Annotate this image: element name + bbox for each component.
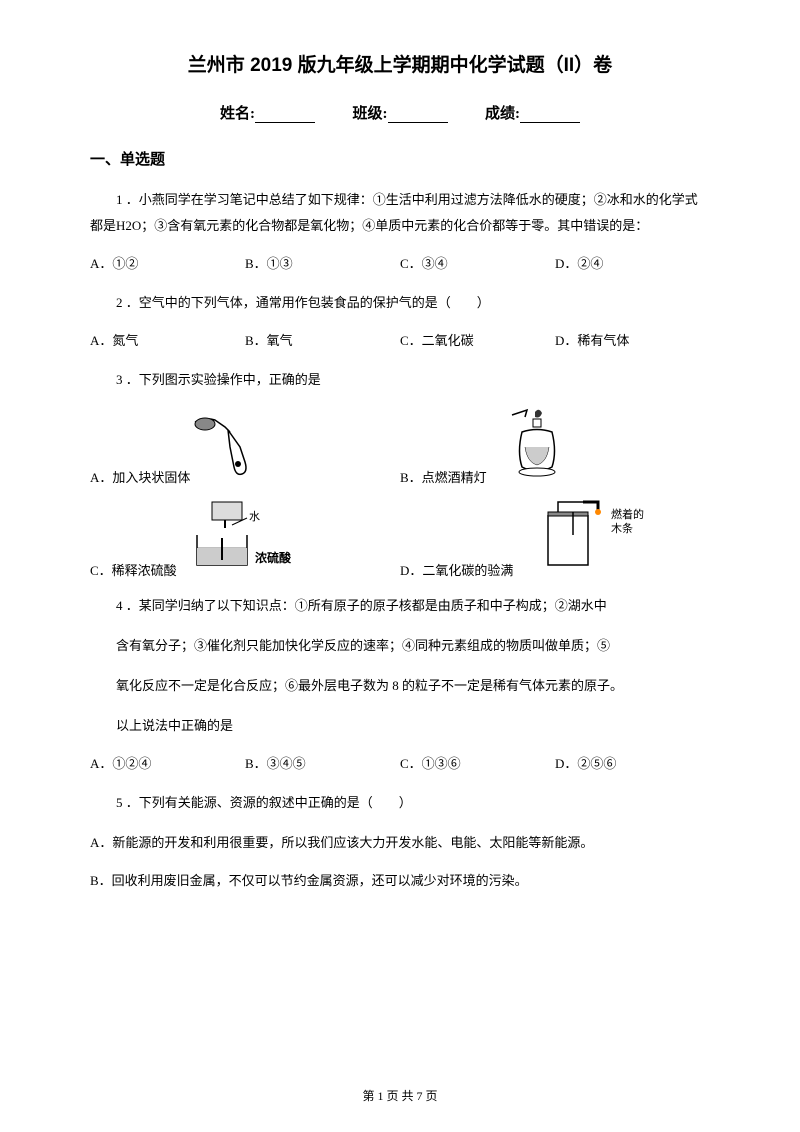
q4-opt-b: B．③④⑤ <box>245 753 400 772</box>
q3-opt-c: C．稀释浓硫酸 水 浓硫酸 <box>90 500 400 579</box>
sulfuric-label: 浓硫酸 <box>255 550 292 565</box>
dilute-acid-icon: 水 浓硫酸 <box>177 500 307 579</box>
page-footer: 第 1 页 共 7 页 <box>0 1087 800 1104</box>
q1-opt-b: B．①③ <box>245 253 400 272</box>
alcohol-lamp-icon <box>487 407 572 486</box>
q3-row-2: C．稀释浓硫酸 水 浓硫酸 D．二氧化碳的验满 <box>90 500 710 579</box>
question-2-options: A．氮气 B．氧气 C．二氧化碳 D．稀有气体 <box>90 330 710 349</box>
q5-stmt-b: B．回收利用废旧金属，不仅可以节约金属资源，还可以减少对环境的污染。 <box>90 868 710 894</box>
page-title: 兰州市 2019 版九年级上学期期中化学试题（II）卷 <box>90 50 710 77</box>
burning-label: 燃着的 <box>611 507 644 521</box>
q4-line1: 4 ．某同学归纳了以下知识点：①所有原子的原子核都是由质子和中子构成；②湖水中 <box>90 593 710 619</box>
q4-opt-a: A．①②④ <box>90 753 245 772</box>
stick-label: 木条 <box>611 521 633 535</box>
q1-opt-d: D．②④ <box>555 253 710 272</box>
name-label: 姓名: <box>220 106 255 122</box>
question-1-options: A．①② B．①③ C．③④ D．②④ <box>90 253 710 272</box>
q2-opt-c: C．二氧化碳 <box>400 330 555 349</box>
q3-opt-a: A．加入块状固体 <box>90 407 400 486</box>
q4-line4: 以上说法中正确的是 <box>90 713 710 739</box>
q3-opt-b: B．点燃酒精灯 <box>400 407 710 486</box>
q3-opt-d-label: D．二氧化碳的验满 <box>400 560 513 579</box>
score-label: 成绩: <box>485 106 520 122</box>
score-blank <box>520 109 580 123</box>
question-3: 3 ．下列图示实验操作中，正确的是 <box>90 367 710 393</box>
question-1: 1 ．小燕同学在学习笔记中总结了如下规律：①生活中利用过滤方法降低水的硬度；②冰… <box>90 187 710 239</box>
q3-opt-d: D．二氧化碳的验满 燃着的 木条 <box>400 500 710 579</box>
q2-opt-d: D．稀有气体 <box>555 330 710 349</box>
q2-opt-a: A．氮气 <box>90 330 245 349</box>
section-header: 一、单选题 <box>90 148 710 169</box>
q3-opt-c-label: C．稀释浓硫酸 <box>90 560 177 579</box>
q1-opt-c: C．③④ <box>400 253 555 272</box>
co2-test-icon: 燃着的 木条 <box>533 500 673 579</box>
water-label: 水 <box>249 510 260 523</box>
q2-opt-b: B．氧气 <box>245 330 400 349</box>
name-blank <box>255 109 315 123</box>
student-info-line: 姓名: 班级: 成绩: <box>90 102 710 123</box>
q4-line3: 氧化反应不一定是化合反应；⑥最外层电子数为 8 的粒子不一定是稀有气体元素的原子… <box>90 673 710 699</box>
class-label: 班级: <box>353 106 388 122</box>
question-5: 5 ．下列有关能源、资源的叙述中正确的是（ ） <box>90 790 710 816</box>
question-2: 2 ．空气中的下列气体，通常用作包装食品的保护气的是（ ） <box>90 290 710 316</box>
q3-opt-b-label: B．点燃酒精灯 <box>400 467 487 486</box>
q1-opt-a: A．①② <box>90 253 245 272</box>
q4-opt-c: C．①③⑥ <box>400 753 555 772</box>
q3-opt-a-label: A．加入块状固体 <box>90 467 190 486</box>
class-blank <box>388 109 448 123</box>
q3-row-1: A．加入块状固体 B．点燃酒精灯 <box>90 407 710 486</box>
q4-opt-d: D．②⑤⑥ <box>555 753 710 772</box>
q5-stmt-a: A．新能源的开发和利用很重要，所以我们应该大力开发水能、电能、太阳能等新能源。 <box>90 830 710 856</box>
test-tube-icon <box>190 412 280 486</box>
question-4-options: A．①②④ B．③④⑤ C．①③⑥ D．②⑤⑥ <box>90 753 710 772</box>
q4-line2: 含有氧分子；③催化剂只能加快化学反应的速率；④同种元素组成的物质叫做单质；⑤ <box>90 633 710 659</box>
